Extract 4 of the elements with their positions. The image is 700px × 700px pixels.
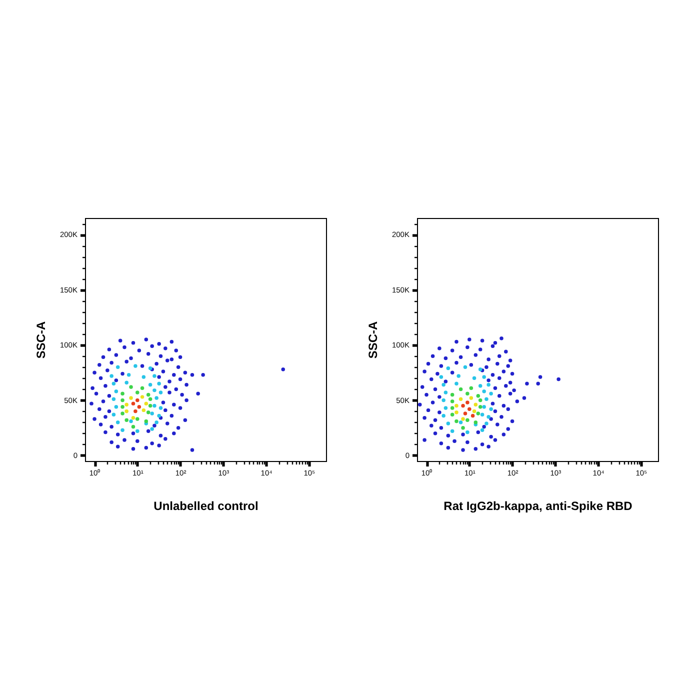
x-axis-title: Rat IgG2b-kappa, anti-Spike RBD bbox=[444, 499, 633, 513]
y-axis-title: SSC-A bbox=[366, 321, 380, 359]
x-axis-title: Unlabelled control bbox=[154, 499, 258, 513]
y-axis-title: SSC-A bbox=[34, 321, 48, 359]
